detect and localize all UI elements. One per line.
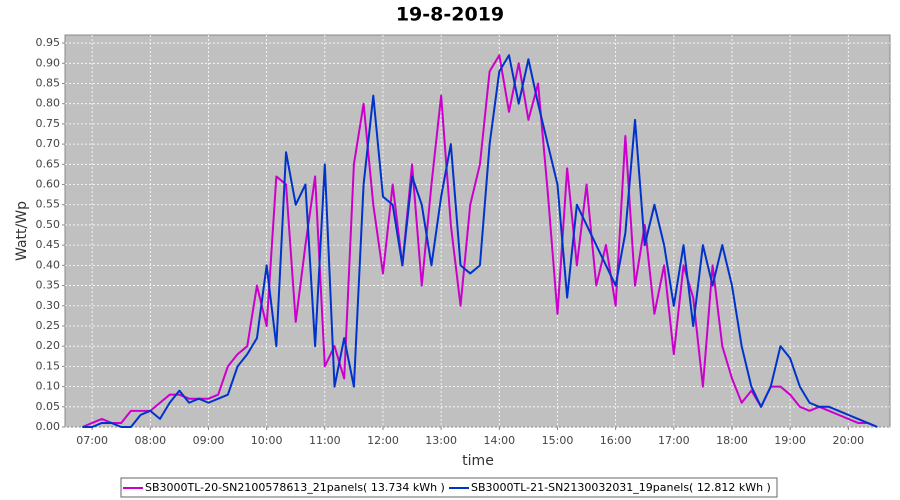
y-tick-label: 0.95	[36, 36, 61, 49]
x-tick-label: 12:00	[367, 434, 399, 447]
y-tick-label: 0.50	[36, 218, 61, 231]
y-axis-label: Watt/Wp	[14, 201, 30, 261]
y-tick-label: 0.15	[36, 359, 61, 372]
y-tick-label: 0.55	[36, 198, 61, 211]
x-tick-label: 09:00	[193, 434, 225, 447]
legend-label: SB3000TL-20-SN2100578613_21panels( 13.73…	[145, 481, 445, 494]
y-tick-label: 0.60	[36, 178, 61, 191]
y-tick-label: 0.25	[36, 319, 61, 332]
plot-area	[64, 34, 891, 428]
x-tick-label: 07:00	[76, 434, 108, 447]
x-tick-label: 08:00	[134, 434, 166, 447]
x-tick-label: 18:00	[716, 434, 748, 447]
chart-title: 19-8-2019	[396, 4, 504, 26]
y-tick-label: 0.70	[36, 137, 61, 150]
x-tick-label: 20:00	[832, 434, 864, 447]
y-tick-label: 0.45	[36, 238, 61, 251]
y-tick-label: 0.00	[36, 420, 61, 433]
y-tick-label: 0.80	[36, 97, 61, 110]
y-tick-label: 0.35	[36, 279, 61, 292]
y-tick-label: 0.65	[36, 157, 61, 170]
y-tick-label: 0.75	[36, 117, 61, 130]
x-tick-label: 11:00	[309, 434, 341, 447]
y-tick-label: 0.30	[36, 299, 61, 312]
y-tick-label: 0.85	[36, 76, 61, 89]
x-tick-label: 19:00	[774, 434, 806, 447]
series-line	[82, 54, 878, 428]
x-tick-label: 14:00	[483, 434, 515, 447]
series-line	[82, 54, 878, 428]
y-tick-label: 0.40	[36, 258, 61, 271]
y-tick-label: 0.10	[36, 380, 61, 393]
x-tick-label: 17:00	[658, 434, 690, 447]
y-tick-label: 0.90	[36, 56, 61, 69]
legend-label: SB3000TL-21-SN2130032031_19panels( 12.81…	[471, 481, 771, 494]
x-tick-label: 13:00	[425, 434, 457, 447]
x-axis-label: time	[462, 453, 494, 469]
x-tick-label: 16:00	[600, 434, 632, 447]
y-tick-label: 0.05	[36, 400, 61, 413]
x-tick-label: 15:00	[542, 434, 574, 447]
x-tick-label: 10:00	[251, 434, 283, 447]
y-tick-label: 0.20	[36, 339, 61, 352]
